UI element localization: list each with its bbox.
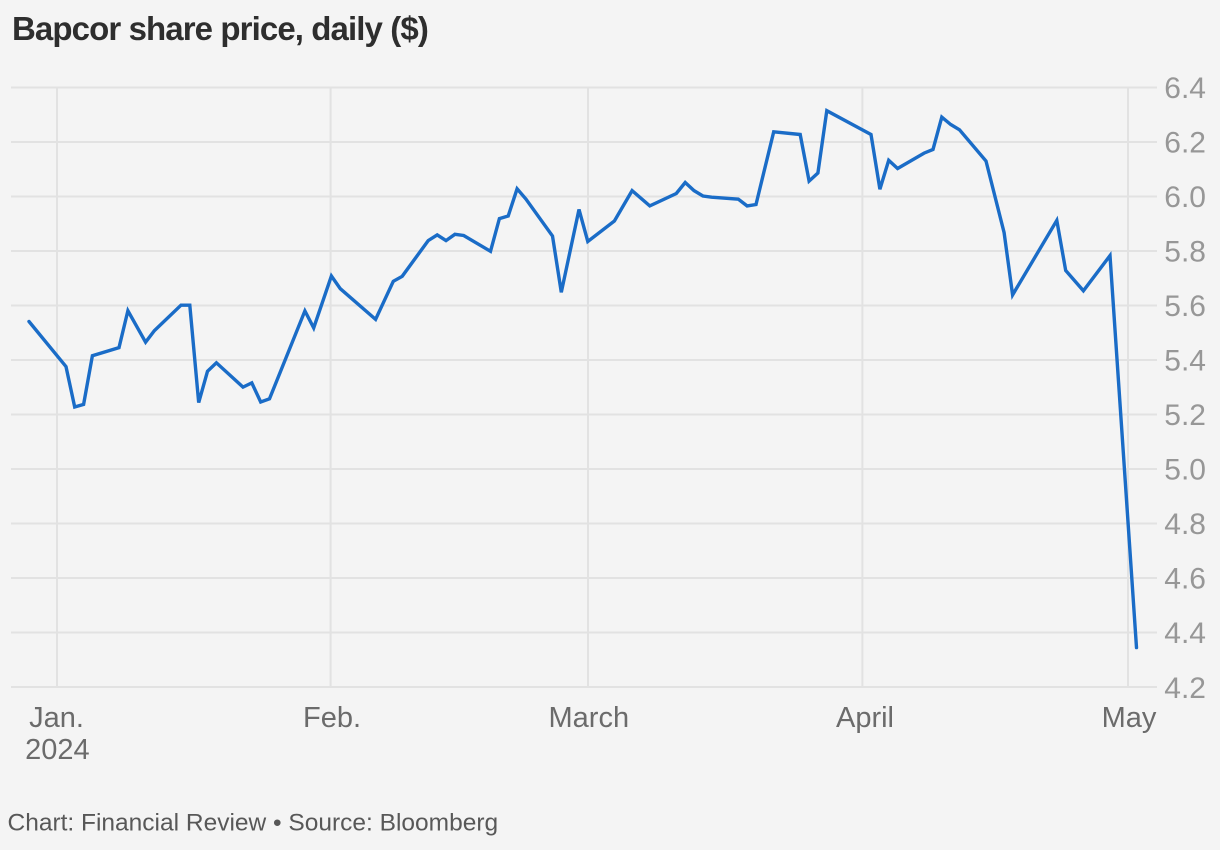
svg-text:4.4: 4.4 — [1164, 617, 1206, 650]
svg-text:5.4: 5.4 — [1164, 345, 1206, 378]
svg-text:4.2: 4.2 — [1164, 672, 1206, 705]
svg-text:6.4: 6.4 — [1164, 72, 1206, 105]
svg-text:5.6: 5.6 — [1164, 290, 1206, 323]
svg-text:5.8: 5.8 — [1164, 236, 1206, 269]
svg-text:5.2: 5.2 — [1164, 399, 1206, 432]
svg-text:6.2: 6.2 — [1164, 127, 1206, 160]
svg-text:2024: 2024 — [25, 734, 90, 766]
svg-text:Jan.: Jan. — [29, 702, 84, 734]
svg-text:March: March — [549, 702, 630, 734]
svg-text:May: May — [1102, 702, 1157, 734]
svg-text:Chart: Financial Review • Sour: Chart: Financial Review • Source: Bloomb… — [8, 809, 499, 836]
svg-text:April: April — [836, 702, 894, 734]
svg-text:Feb.: Feb. — [303, 702, 361, 734]
svg-text:5.0: 5.0 — [1164, 454, 1206, 487]
svg-text:6.0: 6.0 — [1164, 181, 1206, 214]
svg-text:4.6: 4.6 — [1164, 563, 1206, 596]
svg-text:4.8: 4.8 — [1164, 508, 1206, 541]
svg-text:Bapcor share price, daily ($): Bapcor share price, daily ($) — [12, 10, 428, 47]
